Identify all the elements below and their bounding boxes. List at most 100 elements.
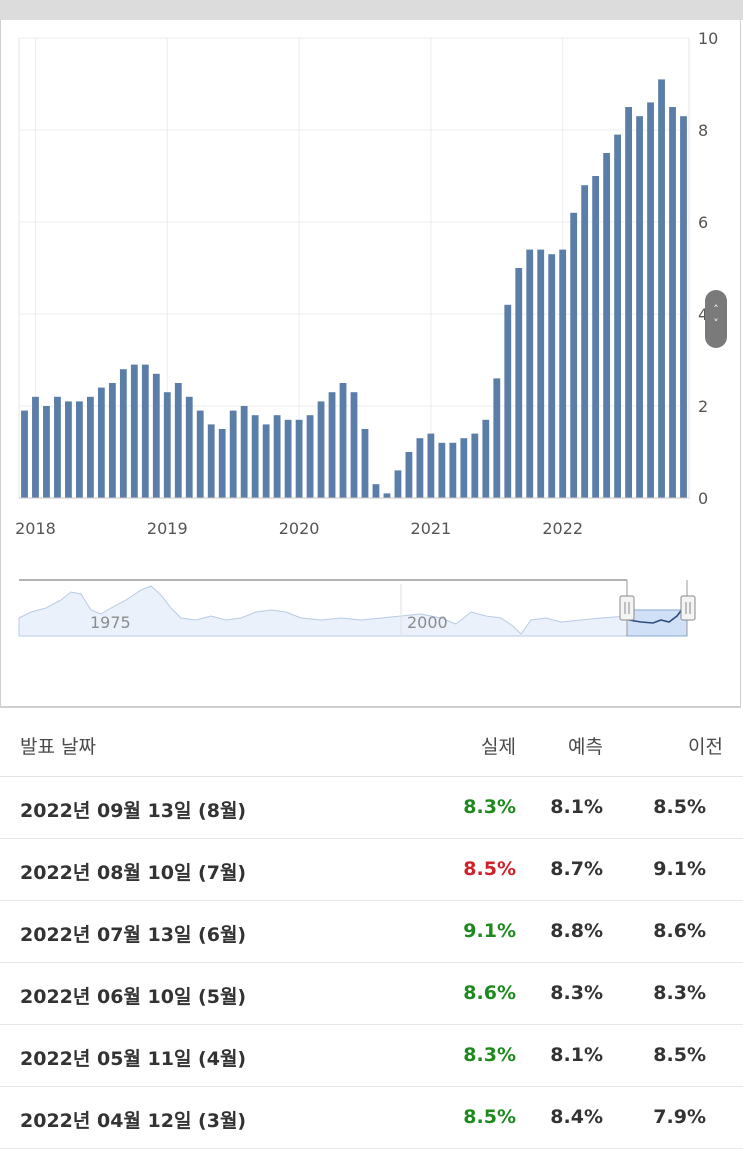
bar[interactable] <box>603 153 611 498</box>
bar[interactable] <box>361 429 369 498</box>
previous-value: 7.9% <box>653 1106 706 1128</box>
bar[interactable] <box>416 438 424 498</box>
bar[interactable] <box>614 134 622 498</box>
bar[interactable] <box>515 268 523 498</box>
table-row[interactable]: 2022년 08월 10일 (7월) 8.5% 8.7% 9.1% <box>0 839 743 901</box>
bar[interactable] <box>163 392 171 498</box>
bar[interactable] <box>548 254 556 498</box>
bar[interactable] <box>229 410 237 498</box>
actual-value: 8.3% <box>463 1044 516 1066</box>
release-date: 2022년 05월 11일 (4월) <box>20 1048 247 1070</box>
bar[interactable] <box>207 424 215 498</box>
navigator-label-1975: 1975 <box>90 613 131 632</box>
bar[interactable] <box>669 107 676 498</box>
bar[interactable] <box>680 116 687 498</box>
table-row[interactable]: 2022년 07월 13일 (6월) 9.1% 8.8% 8.6% <box>0 901 743 963</box>
bar[interactable] <box>647 102 654 499</box>
bar[interactable] <box>273 415 281 498</box>
bar[interactable] <box>295 419 303 498</box>
bar[interactable] <box>218 429 226 498</box>
bar[interactable] <box>471 433 479 498</box>
previous-value: 8.5% <box>653 1044 706 1066</box>
navigator-selected-range[interactable] <box>626 609 688 637</box>
release-date: 2022년 08월 10일 (7월) <box>20 862 247 884</box>
navigator[interactable]: 1975 2000 <box>18 579 696 637</box>
bar[interactable] <box>86 396 94 498</box>
table-row[interactable]: 2022년 05월 11일 (4월) 8.3% 8.1% 8.5% <box>0 1025 743 1087</box>
forecast-value: 8.1% <box>550 1044 603 1066</box>
navigator-handle-right[interactable] <box>680 595 696 621</box>
bar[interactable] <box>449 442 457 498</box>
bar[interactable] <box>32 396 39 498</box>
previous-value: 8.5% <box>653 796 706 818</box>
bar[interactable] <box>130 364 138 498</box>
y-tick-label: 4 <box>698 305 708 324</box>
bar[interactable] <box>383 493 391 498</box>
bar[interactable] <box>570 212 578 499</box>
y-tick-label: 2 <box>698 397 708 416</box>
release-date: 2022년 09월 13일 (8월) <box>20 800 247 822</box>
bar[interactable] <box>328 392 336 498</box>
chart-panel: 0 2 4 6 8 10 2018 2019 2020 2021 2022 1975 2000 ˄… <box>0 20 741 708</box>
forecast-value: 8.8% <box>550 920 603 942</box>
bar[interactable] <box>658 79 665 499</box>
release-date: 2022년 04월 12일 (3월) <box>20 1110 247 1132</box>
bar[interactable] <box>460 438 468 498</box>
bar[interactable] <box>504 304 512 498</box>
actual-value: 8.5% <box>463 1106 516 1128</box>
navigator-handle-left[interactable] <box>619 595 635 621</box>
bar[interactable] <box>152 373 160 498</box>
bar[interactable] <box>21 410 28 498</box>
header-forecast[interactable]: 예측 <box>568 736 603 758</box>
bar[interactable] <box>372 484 380 498</box>
bar[interactable] <box>262 424 270 498</box>
bar[interactable] <box>493 378 501 498</box>
table-row[interactable]: 2022년 04월 12일 (3월) 8.5% 8.4% 7.9% <box>0 1087 743 1149</box>
bar-chart: 0 2 4 6 8 10 2018 2019 2020 2021 2022 1975 2000 <box>15 29 718 637</box>
previous-value: 9.1% <box>653 858 706 880</box>
bar[interactable] <box>141 364 149 498</box>
scroll-knob[interactable]: ˄ ˅ <box>705 290 727 348</box>
table-row[interactable]: 2022년 06월 10일 (5월) 8.6% 8.3% 8.3% <box>0 963 743 1025</box>
bar[interactable] <box>438 442 446 498</box>
bar[interactable] <box>350 392 358 498</box>
header-date[interactable]: 발표 날짜 <box>20 736 96 758</box>
bar[interactable] <box>537 249 545 498</box>
bar[interactable] <box>284 419 292 498</box>
x-tick-label: 2018 <box>15 519 56 538</box>
table-row[interactable]: 2022년 09월 13일 (8월) 8.3% 8.1% 8.5% <box>0 777 743 839</box>
bar[interactable] <box>306 415 314 498</box>
bar[interactable] <box>526 249 534 498</box>
bar[interactable] <box>405 452 413 498</box>
bar[interactable] <box>174 383 182 498</box>
previous-value: 8.3% <box>653 982 706 1004</box>
header-actual[interactable]: 실제 <box>481 736 516 758</box>
releases-table: 발표 날짜 실제 예측 이전 2022년 09월 13일 (8월) 8.3% 8.1… <box>0 710 743 1149</box>
bar[interactable] <box>559 249 567 498</box>
bar[interactable] <box>625 107 632 498</box>
bar[interactable] <box>43 406 50 498</box>
bar[interactable] <box>97 387 105 498</box>
bar[interactable] <box>339 383 347 498</box>
bar[interactable] <box>482 419 490 498</box>
bar[interactable] <box>251 415 259 498</box>
forecast-value: 8.4% <box>550 1106 603 1128</box>
bar[interactable] <box>76 401 83 498</box>
bar[interactable] <box>636 116 643 498</box>
bar[interactable] <box>240 406 248 498</box>
header-previous[interactable]: 이전 <box>688 736 723 758</box>
bar[interactable] <box>592 176 600 498</box>
bar[interactable] <box>108 383 116 498</box>
bar[interactable] <box>581 185 589 498</box>
bar[interactable] <box>394 470 402 498</box>
actual-value: 8.3% <box>463 796 516 818</box>
release-date: 2022년 07월 13일 (6월) <box>20 924 247 946</box>
bar[interactable] <box>317 401 325 498</box>
bar[interactable] <box>65 401 72 498</box>
bar[interactable] <box>427 433 435 498</box>
bar[interactable] <box>119 369 127 498</box>
bar[interactable] <box>54 396 61 498</box>
bar[interactable] <box>185 396 193 498</box>
bar[interactable] <box>196 410 204 498</box>
actual-value: 8.5% <box>463 858 516 880</box>
